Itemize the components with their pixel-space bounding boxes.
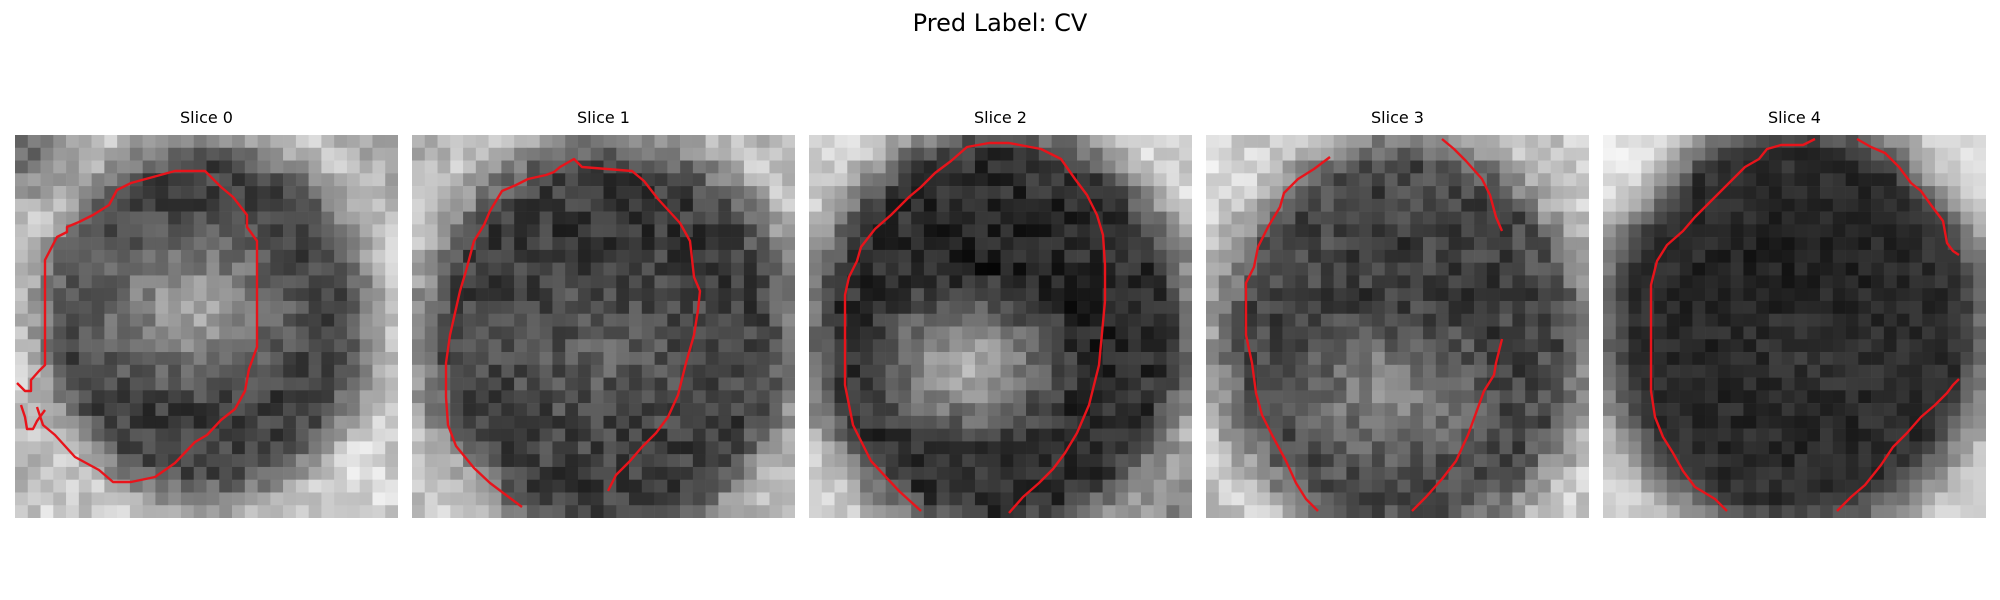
slice-panel-3: Slice 3 (1206, 108, 1589, 518)
slice-image-2 (809, 135, 1192, 518)
slice-panel-2: Slice 2 (809, 108, 1192, 518)
slice-panel-0: Slice 0 (15, 108, 398, 518)
slice-pixels (1603, 135, 1986, 518)
slice-panel-4: Slice 4 (1603, 108, 1986, 518)
contour-line-1 (19, 404, 46, 431)
contour-line-0 (1649, 137, 1816, 512)
figure-title: Pred Label: CV (912, 9, 1088, 37)
contour-line-2 (1411, 338, 1504, 512)
slice-pixels (412, 135, 795, 518)
contour-line-1 (1441, 138, 1504, 232)
contour-line-0 (843, 141, 1107, 512)
slice-image-4 (1603, 135, 1986, 518)
contour-line-0 (16, 169, 259, 484)
contour-line-0 (444, 157, 702, 508)
slice-image-3 (1206, 135, 1589, 518)
slice-title-4: Slice 4 (1768, 108, 1821, 127)
slice-title-3: Slice 3 (1371, 108, 1424, 127)
slice-pixels (15, 135, 398, 518)
contour-line-1 (1008, 300, 1107, 514)
slice-title-2: Slice 2 (974, 108, 1027, 127)
slice-image-0 (15, 135, 398, 518)
slice-panel-1: Slice 1 (412, 108, 795, 518)
contour-line-2 (1836, 378, 1960, 512)
slice-pixels (1206, 135, 1589, 518)
slice-title-1: Slice 1 (577, 108, 630, 127)
slice-pixels (809, 135, 1192, 518)
contour-line-0 (1244, 156, 1331, 512)
contour-line-1 (1856, 137, 1960, 256)
slice-title-0: Slice 0 (180, 108, 233, 127)
slice-image-1 (412, 135, 795, 518)
